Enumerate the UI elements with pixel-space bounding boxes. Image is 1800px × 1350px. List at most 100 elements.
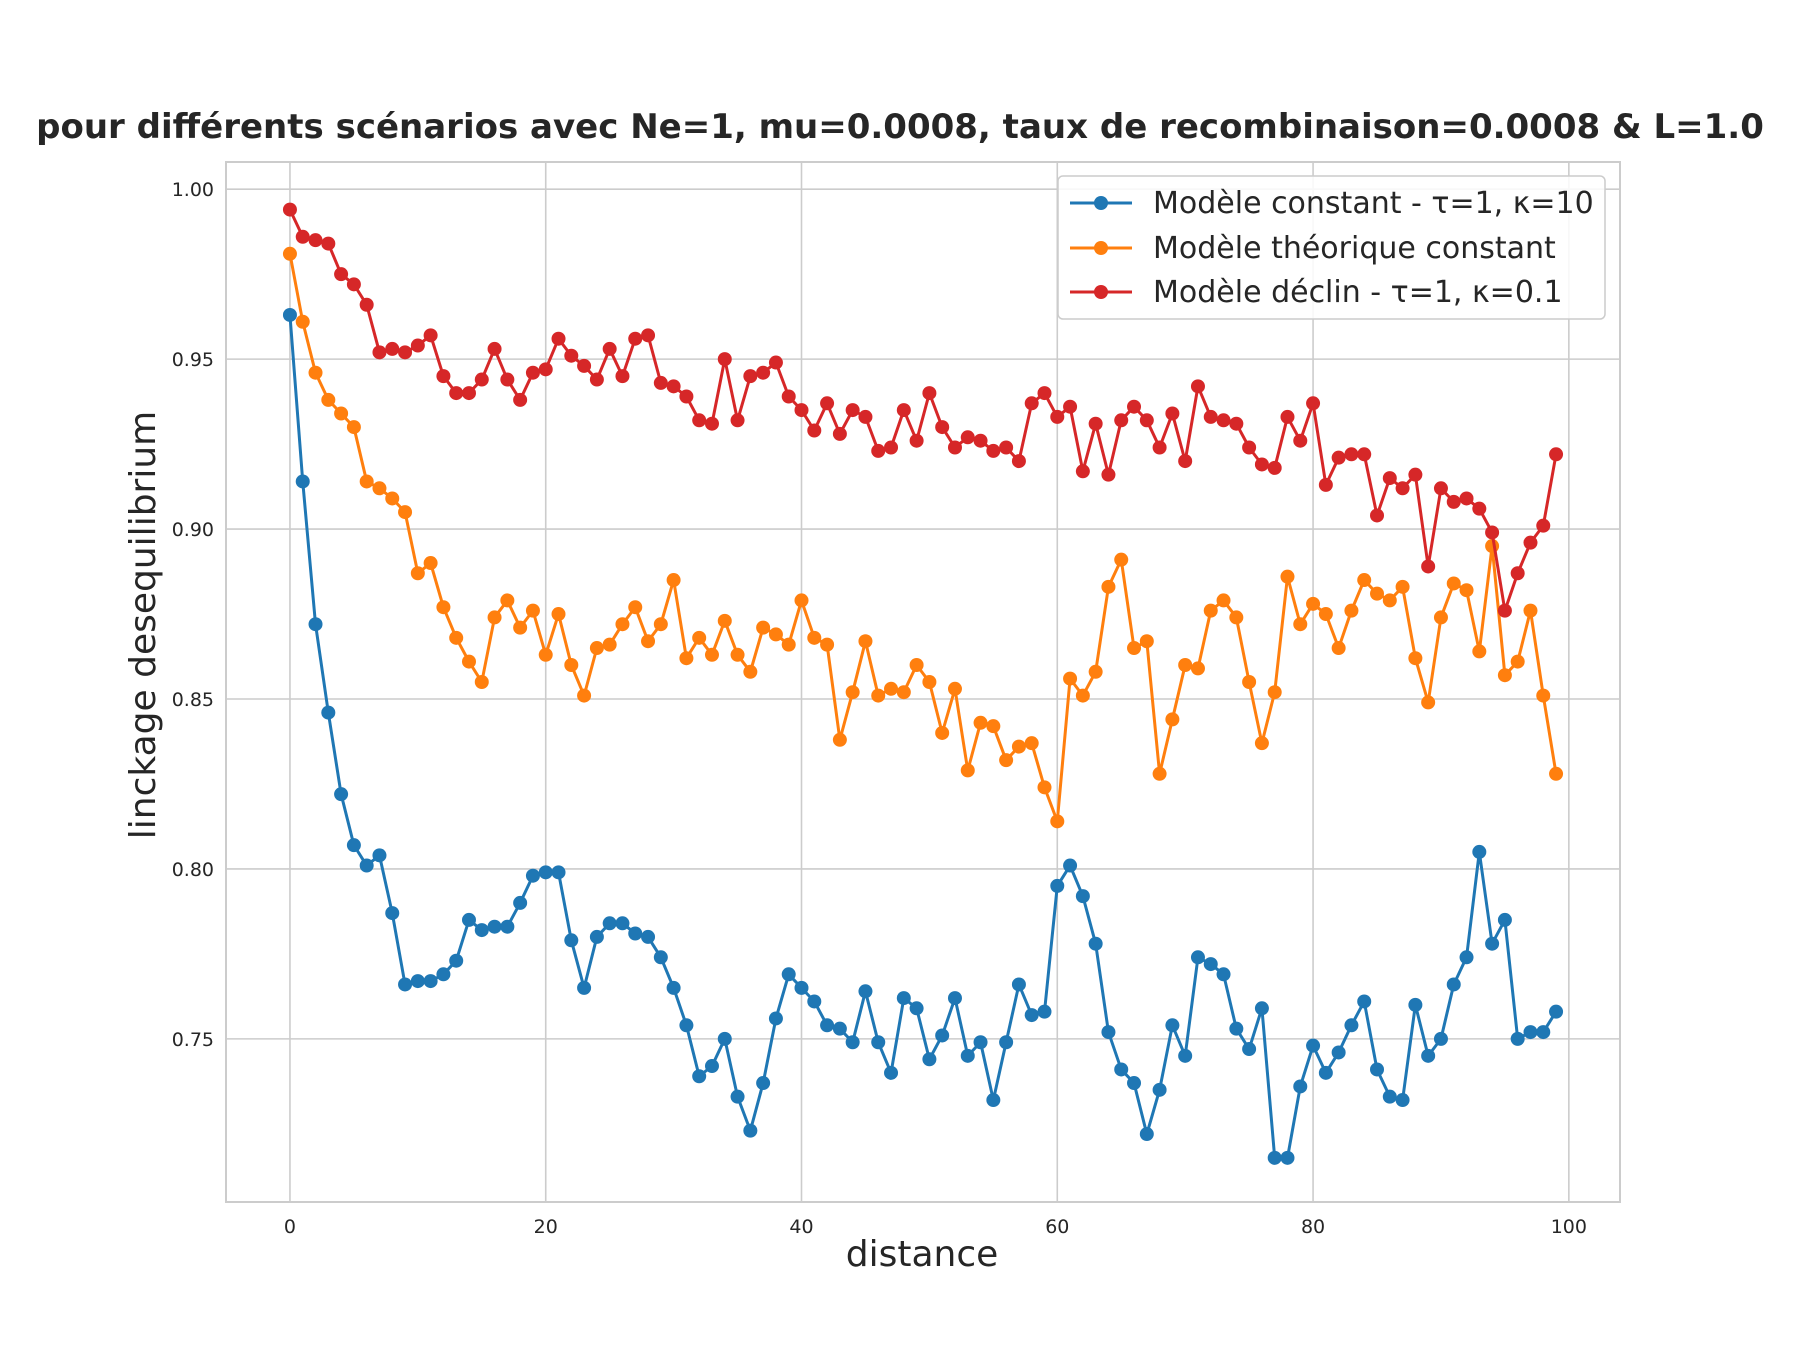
data-point [794,403,809,418]
grid-layer [226,162,1620,1202]
data-point [717,1031,732,1046]
data-point [398,505,413,520]
data-point [820,396,835,411]
data-point [474,923,489,938]
data-point [1075,464,1090,479]
data-point [730,647,745,662]
y-axis-label: linckage desequilibrium [123,411,164,839]
data-point [781,637,796,652]
data-point [1101,467,1116,482]
data-point [935,420,950,435]
data-point [1549,766,1564,781]
data-point [1127,399,1142,414]
data-point [1433,481,1448,496]
data-point [1139,634,1154,649]
data-point [398,977,413,992]
data-point [1433,1031,1448,1046]
data-point [1267,685,1282,700]
data-point [1050,878,1065,893]
y-tick-label: 0.90 [172,519,214,541]
data-point [871,443,886,458]
series-line [288,253,1558,823]
data-point [845,685,860,700]
data-point [653,617,668,632]
data-point [1344,447,1359,462]
y-tick-label: 0.95 [172,349,214,371]
data-point [1024,396,1039,411]
series-0 [282,307,1564,1165]
data-point [551,331,566,346]
data-point [1063,671,1078,686]
legend: Modèle constant - τ=1, κ=10 Modèle théor… [1057,175,1606,320]
data-point [1280,1150,1295,1165]
data-point [500,593,515,608]
y-tick-label: 0.85 [172,689,214,711]
data-point [858,409,873,424]
data-point [449,953,464,968]
data-point [385,341,400,356]
data-point [807,423,822,438]
data-point [1101,1025,1116,1040]
data-point [1178,658,1193,673]
data-point [410,566,425,581]
data-point [321,392,336,407]
data-point [1370,1062,1385,1077]
data-point [1114,1062,1129,1077]
data-point [1190,379,1205,394]
data-point [461,386,476,401]
data-point [1357,573,1372,588]
data-point [666,980,681,995]
data-point [321,705,336,720]
data-point [282,246,297,261]
data-point [1331,1045,1346,1060]
data-point [500,372,515,387]
data-point [1395,579,1410,594]
data-point [1472,844,1487,859]
data-point [1293,433,1308,448]
data-point [589,372,604,387]
data-point [1011,739,1026,754]
data-point [1523,1025,1538,1040]
data-point [781,389,796,404]
data-point [1370,586,1385,601]
data-point [896,685,911,700]
data-point [922,1052,937,1067]
data-point [1242,675,1257,689]
tick-layer: 0 20 40 60 80 100 0.75 0.80 0.85 0.90 0.95 1.00 [172,179,1587,1238]
data-point [398,345,413,360]
data-point [1267,460,1282,475]
data-point [372,848,387,863]
data-point [832,732,847,747]
data-point [1242,440,1257,455]
data-point [487,341,502,356]
data-point [1549,447,1564,462]
data-point [832,1021,847,1036]
data-point [704,1059,719,1074]
data-point [999,440,1014,455]
data-point [436,369,451,384]
data-point [1306,1038,1321,1053]
data-point [768,355,783,370]
data-point [551,865,566,880]
y-tick-label: 1.00 [172,179,214,201]
data-point [858,984,873,999]
data-point [538,647,553,662]
data-point [1306,396,1321,411]
data-point [1510,654,1525,669]
data-point [679,651,694,666]
data-point [602,341,617,356]
data-point [756,365,771,380]
data-point [1485,936,1500,951]
data-point [666,379,681,394]
data-point [615,369,630,384]
data-point [973,1035,988,1050]
data-point [1459,491,1474,506]
data-point [845,1035,860,1050]
data-point [947,681,962,696]
data-point [935,1028,950,1043]
x-tick-label: 40 [789,1216,813,1238]
data-point [308,233,323,248]
data-point [1037,1004,1052,1019]
data-point [1152,1082,1167,1097]
data-point [858,634,873,649]
